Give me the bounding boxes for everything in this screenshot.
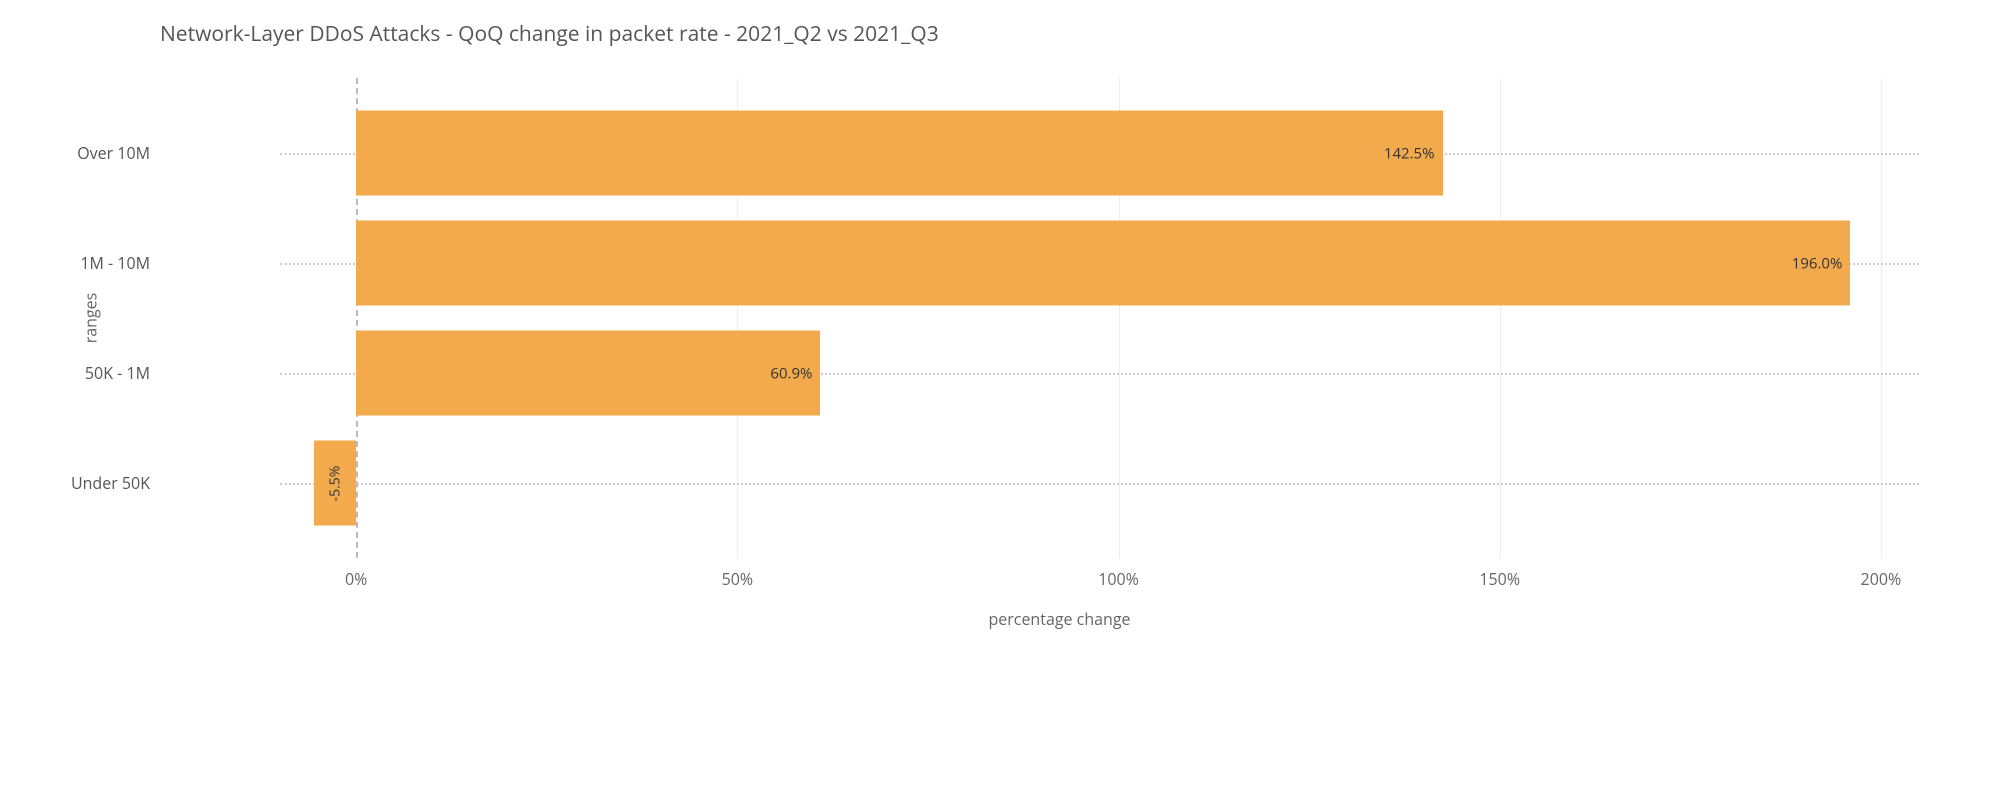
plot-area: ranges 0%50%100%150%200% Over 10M142.5%1… — [160, 78, 1919, 558]
bar: 60.9% — [356, 331, 820, 416]
bar-value-label: 142.5% — [1384, 143, 1435, 163]
x-tick-label: 150% — [1479, 568, 1520, 590]
x-tick-label: 100% — [1098, 568, 1139, 590]
rows-host: Over 10M142.5%1M - 10M196.0%50K - 1M60.9… — [160, 78, 1919, 558]
category-row: 1M - 10M196.0% — [160, 208, 1919, 318]
x-axis-label: percentage change — [160, 608, 1959, 630]
category-label: Under 50K — [40, 472, 150, 494]
bar-value-label: -5.5% — [326, 465, 345, 501]
chart-title: Network-Layer DDoS Attacks - QoQ change … — [160, 20, 1959, 48]
category-label: 50K - 1M — [40, 362, 150, 384]
bar-value-label: 60.9% — [770, 363, 812, 383]
x-tick-label: 0% — [345, 568, 367, 590]
category-label: Over 10M — [40, 142, 150, 164]
bar-value-label: 196.0% — [1792, 253, 1843, 273]
category-row: Over 10M142.5% — [160, 98, 1919, 208]
x-tick-label: 50% — [722, 568, 754, 590]
x-tick-label: 200% — [1861, 568, 1902, 590]
bar: -5.5% — [314, 441, 356, 526]
y-axis-label: ranges — [79, 293, 101, 344]
category-label: 1M - 10M — [40, 252, 150, 274]
chart-container: Network-Layer DDoS Attacks - QoQ change … — [40, 20, 1959, 630]
bar: 196.0% — [356, 221, 1850, 306]
grid-line-horizontal — [280, 483, 1919, 485]
category-row: 50K - 1M60.9% — [160, 318, 1919, 428]
bar: 142.5% — [356, 111, 1442, 196]
category-row: Under 50K-5.5% — [160, 428, 1919, 538]
